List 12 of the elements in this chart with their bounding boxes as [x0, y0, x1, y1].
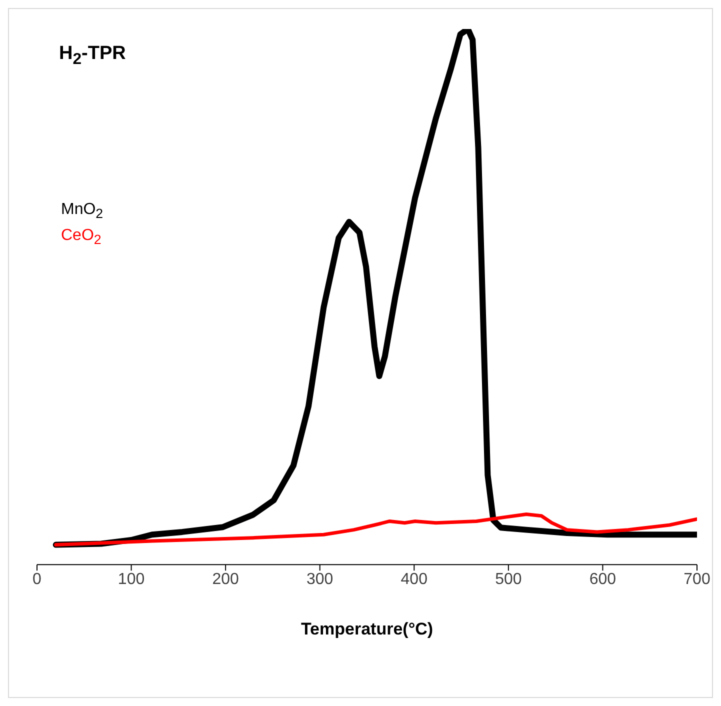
text: CeO$_{2}$ [61, 226, 102, 250]
x-axis-title: Temperature(°C) [300, 620, 434, 639]
x-tick-label: 200 [212, 570, 240, 588]
x-tick-label: 700 [684, 570, 710, 588]
x-tick-label: 100 [118, 570, 145, 588]
x-tick-label: 400 [400, 570, 428, 588]
text: MnO$_{2}$ [61, 200, 104, 224]
x-tick-label: 0 [32, 570, 42, 588]
x-tick-label: 600 [589, 570, 616, 588]
text: H$_{2}$-TPR [59, 43, 126, 69]
x-tick-label: 500 [495, 570, 522, 588]
x-tick-label: 300 [306, 570, 334, 588]
